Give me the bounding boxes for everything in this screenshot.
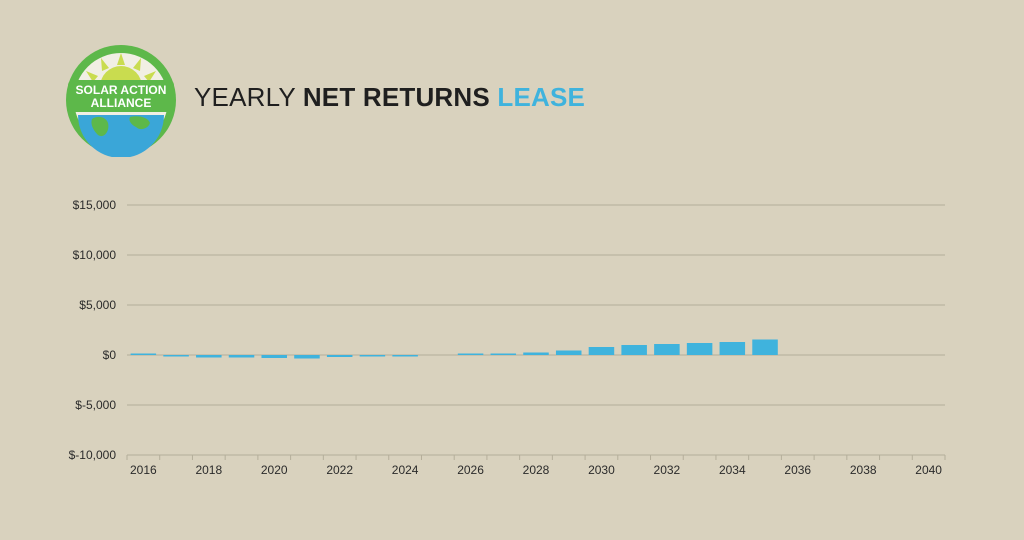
bar-2029 <box>555 350 582 355</box>
x-tick-label: 2030 <box>588 463 615 477</box>
x-tick-label: 2036 <box>784 463 811 477</box>
x-tick-label: 2040 <box>915 463 942 477</box>
continent-icon <box>91 116 109 137</box>
x-tick-label: 2016 <box>130 463 157 477</box>
solar-action-alliance-logo: SOLAR ACTION ALLIANCE <box>66 45 176 157</box>
bar-2024 <box>392 355 418 357</box>
x-tick-label: 2032 <box>654 463 681 477</box>
y-tick-label: $15,000 <box>73 198 117 212</box>
x-tick-label: 2024 <box>392 463 419 477</box>
bar-2018 <box>196 355 222 358</box>
bar-2022 <box>326 355 353 357</box>
y-tick-label: $5,000 <box>79 298 116 312</box>
continent-icon <box>129 116 150 130</box>
bar-2027 <box>490 353 517 355</box>
bar-2032 <box>654 344 680 355</box>
bar-2034 <box>719 342 746 355</box>
x-tick-label: 2034 <box>719 463 746 477</box>
y-tick-label: $-5,000 <box>75 398 116 412</box>
sun-rays-icon <box>86 53 156 82</box>
x-tick-label: 2026 <box>457 463 484 477</box>
chart-title: YEARLY NET RETURNS LEASE <box>194 82 585 113</box>
bar-2021 <box>294 355 320 359</box>
logo-banner <box>68 80 174 112</box>
title-part-yearly: YEARLY <box>194 82 303 112</box>
bar-2030 <box>588 347 615 355</box>
title-part-net-returns: NET RETURNS <box>302 82 498 112</box>
y-tick-label: $10,000 <box>73 248 117 262</box>
y-tick-label: $-10,000 <box>69 448 117 462</box>
bar-2016 <box>130 353 157 355</box>
bar-2026 <box>457 353 484 355</box>
title-part-lease: LEASE <box>497 82 586 112</box>
bar-2028 <box>523 352 549 355</box>
bar-2020 <box>261 355 288 358</box>
bar-2033 <box>686 343 713 355</box>
bar-2031 <box>621 345 647 355</box>
y-tick-label: $0 <box>103 348 117 362</box>
x-tick-label: 2028 <box>523 463 550 477</box>
bar-2019 <box>228 355 255 358</box>
x-tick-label: 2018 <box>195 463 222 477</box>
x-tick-label: 2038 <box>850 463 877 477</box>
logo-text-line1: SOLAR ACTION <box>76 83 167 97</box>
x-tick-label: 2022 <box>326 463 353 477</box>
x-tick-label: 2020 <box>261 463 288 477</box>
bar-2023 <box>359 355 386 357</box>
bar-2017 <box>163 355 189 357</box>
logo-text-line2: ALLIANCE <box>91 96 152 110</box>
bar-2035 <box>752 339 778 355</box>
